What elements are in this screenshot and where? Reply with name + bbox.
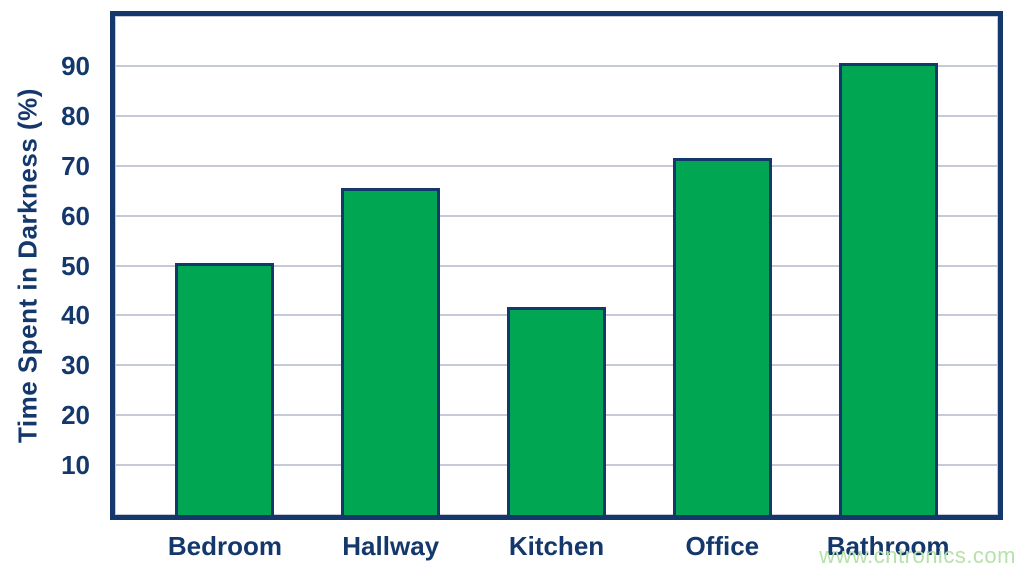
y-axis-tick-labels: 10 20 30 40 50 60 70 80 90 — [0, 16, 90, 515]
y-tick-label: 80 — [61, 100, 90, 131]
y-tick-label: 50 — [61, 250, 90, 281]
gridline — [115, 264, 998, 267]
gridline — [115, 114, 998, 117]
y-tick-label: 60 — [61, 200, 90, 231]
bar-bathroom — [838, 62, 938, 515]
y-tick-label: 30 — [61, 350, 90, 381]
x-category-label: Bedroom — [167, 531, 282, 561]
bar-bedroom — [175, 262, 275, 515]
bar-kitchen — [506, 307, 606, 515]
x-category-label: Bathroom — [826, 531, 950, 561]
y-tick-label: 40 — [61, 300, 90, 331]
bar-hallway — [341, 187, 441, 515]
plot-area — [110, 11, 1003, 520]
x-axis-category-labels: Bedroom Hallway Kitchen Office Bathroom — [115, 529, 998, 563]
y-tick-label: 10 — [61, 450, 90, 481]
x-category-label: Office — [685, 531, 760, 561]
gridline — [115, 64, 998, 67]
x-category-label: Kitchen — [508, 531, 605, 561]
y-tick-label: 70 — [61, 150, 90, 181]
bars-layer — [115, 16, 998, 515]
y-tick-label: 20 — [61, 400, 90, 431]
watermark: www.cntronics.com — [819, 543, 1016, 568]
bar-office — [672, 157, 772, 515]
x-category-label: Hallway — [342, 531, 440, 561]
gridline — [115, 164, 998, 167]
gridline — [115, 214, 998, 217]
y-tick-label: 90 — [61, 50, 90, 81]
